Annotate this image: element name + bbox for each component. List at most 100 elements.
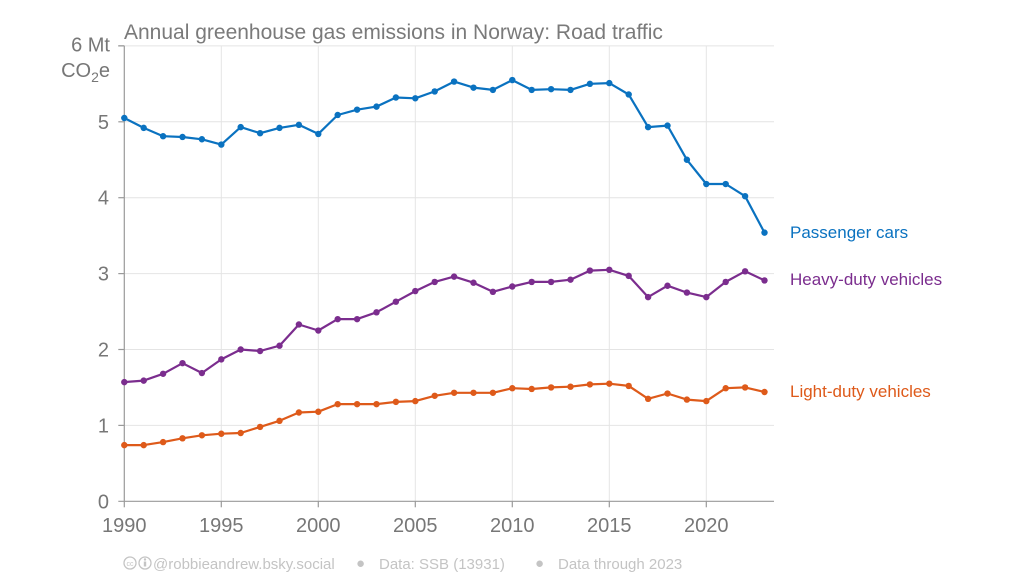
data-point bbox=[586, 381, 594, 388]
data-point bbox=[528, 86, 535, 94]
data-point bbox=[237, 429, 244, 437]
series-label: Light-duty vehicles bbox=[790, 382, 931, 401]
data-point bbox=[586, 267, 594, 274]
data-point bbox=[140, 377, 147, 384]
svg-text:cc: cc bbox=[127, 561, 135, 568]
data-point bbox=[276, 342, 283, 349]
series-passenger-cars bbox=[121, 76, 768, 236]
data-point bbox=[703, 293, 710, 301]
data-point bbox=[644, 293, 652, 301]
data-point bbox=[567, 383, 574, 390]
y-tick-label: 1 bbox=[98, 415, 109, 437]
series-line bbox=[124, 382, 765, 447]
data-point bbox=[606, 79, 613, 87]
x-tick-label: 2020 bbox=[684, 515, 729, 537]
series-labels: Passenger cars Heavy-duty vehicles Light-d… bbox=[790, 223, 942, 401]
data-point bbox=[140, 124, 147, 132]
x-tick-label: 1995 bbox=[199, 515, 244, 537]
data-point bbox=[567, 276, 574, 283]
data-point bbox=[431, 392, 438, 399]
y-tick-label: 0 bbox=[98, 491, 109, 513]
data-point bbox=[121, 441, 128, 449]
y-unit-line2: CO2e bbox=[61, 60, 110, 85]
data-point bbox=[450, 389, 458, 396]
x-tick-label: 1990 bbox=[102, 515, 147, 537]
data-point bbox=[179, 133, 186, 141]
data-point bbox=[683, 156, 691, 163]
data-point bbox=[703, 180, 710, 188]
gridlines bbox=[124, 45, 774, 502]
data-point bbox=[741, 192, 749, 200]
data-point bbox=[295, 409, 303, 416]
data-point bbox=[509, 283, 516, 290]
y-unit-line1: 6 Mt bbox=[71, 34, 110, 56]
data-point bbox=[373, 103, 380, 110]
y-unit-e: e bbox=[99, 60, 110, 82]
data-point bbox=[664, 390, 671, 397]
footer-source: Data: SSB (13931) bbox=[379, 556, 505, 573]
data-point bbox=[392, 398, 400, 406]
data-point bbox=[761, 229, 768, 236]
data-point bbox=[353, 315, 361, 323]
data-point bbox=[392, 94, 400, 101]
data-point bbox=[121, 114, 128, 122]
series-line bbox=[123, 78, 766, 234]
data-point bbox=[412, 397, 419, 405]
y-unit-subscript: 2 bbox=[91, 69, 99, 85]
footer-coverage: Data through 2023 bbox=[558, 556, 682, 573]
data-point bbox=[703, 397, 710, 405]
data-point bbox=[722, 278, 729, 286]
x-tick-label: 2005 bbox=[393, 515, 438, 537]
y-tick-label: 4 bbox=[98, 188, 109, 210]
data-point bbox=[276, 417, 283, 425]
y-tick-label: 2 bbox=[98, 340, 109, 362]
x-tick-label: 2000 bbox=[296, 515, 341, 537]
data-point bbox=[373, 309, 380, 316]
data-point bbox=[547, 278, 555, 286]
y-tick-label: 3 bbox=[98, 264, 109, 286]
data-point bbox=[683, 289, 691, 296]
data-point bbox=[373, 400, 380, 408]
data-point bbox=[276, 124, 283, 132]
data-point bbox=[644, 395, 652, 403]
data-point bbox=[140, 441, 147, 449]
data-point bbox=[567, 86, 574, 94]
series-heavy-duty-vehicles bbox=[121, 266, 768, 386]
data-point bbox=[198, 369, 206, 377]
data-point bbox=[450, 78, 458, 85]
data-point bbox=[334, 111, 341, 119]
data-point bbox=[353, 106, 361, 113]
data-point bbox=[256, 347, 264, 355]
data-point bbox=[218, 141, 225, 148]
y-tick-label: 5 bbox=[98, 112, 109, 134]
data-point bbox=[237, 123, 244, 131]
data-point bbox=[431, 278, 438, 286]
data-point bbox=[528, 278, 535, 286]
data-point bbox=[412, 287, 419, 295]
data-point bbox=[741, 384, 749, 391]
data-point bbox=[431, 88, 438, 95]
data-point bbox=[218, 356, 225, 363]
data-point bbox=[664, 122, 671, 129]
data-point bbox=[315, 408, 322, 415]
data-point bbox=[198, 432, 206, 439]
series-line bbox=[124, 268, 765, 384]
axes: 0 1 2 3 4 5 1990 1995 2000 2005 2010 2015 2020 bbox=[98, 45, 774, 537]
data-point bbox=[625, 91, 632, 98]
data-point bbox=[412, 95, 419, 102]
data-point bbox=[683, 396, 691, 403]
data-point bbox=[470, 279, 477, 286]
data-point bbox=[625, 272, 632, 280]
data-point bbox=[470, 84, 477, 91]
data-point bbox=[489, 86, 497, 94]
data-point bbox=[353, 400, 361, 408]
data-point bbox=[218, 430, 225, 437]
series-label: Passenger cars bbox=[790, 223, 908, 242]
data-point bbox=[198, 136, 206, 143]
x-tick-label: 2015 bbox=[587, 515, 632, 537]
data-point bbox=[761, 277, 768, 284]
data-point bbox=[606, 380, 613, 387]
data-point bbox=[179, 435, 186, 442]
data-point bbox=[334, 400, 341, 408]
